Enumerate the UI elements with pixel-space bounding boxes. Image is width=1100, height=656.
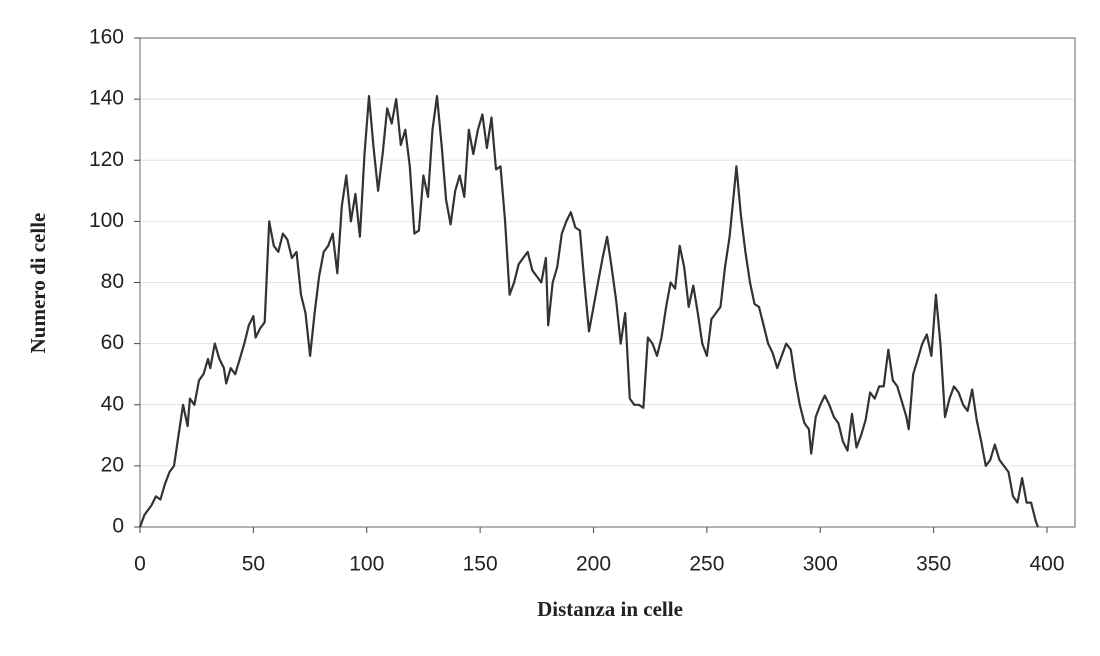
y-tick-label: 160	[89, 26, 124, 49]
x-tick-label: 150	[463, 553, 498, 576]
y-tick-label: 60	[101, 331, 124, 354]
x-tick-label: 200	[576, 553, 611, 576]
y-tick-label: 20	[101, 453, 124, 476]
x-tick-label: 350	[916, 553, 951, 576]
x-tick-label: 0	[134, 553, 146, 576]
y-tick-label: 100	[89, 209, 124, 232]
plot-frame	[139, 37, 1076, 528]
y-tick-label: 0	[112, 515, 124, 538]
y-tick-label: 80	[101, 270, 124, 293]
y-axis-title: Numero di celle	[26, 213, 50, 354]
data-line	[138, 95, 1039, 528]
x-tick-label: 50	[242, 553, 265, 576]
x-tick-label: 300	[803, 553, 838, 576]
x-axis-title: Distanza in celle	[537, 597, 683, 621]
x-tick-label: 100	[349, 553, 384, 576]
y-tick-label: 40	[101, 392, 124, 415]
y-tick-label: 120	[89, 148, 124, 171]
y-tick-label: 140	[89, 87, 124, 110]
x-tick-label: 400	[1029, 553, 1064, 576]
x-tick-label: 250	[689, 553, 724, 576]
